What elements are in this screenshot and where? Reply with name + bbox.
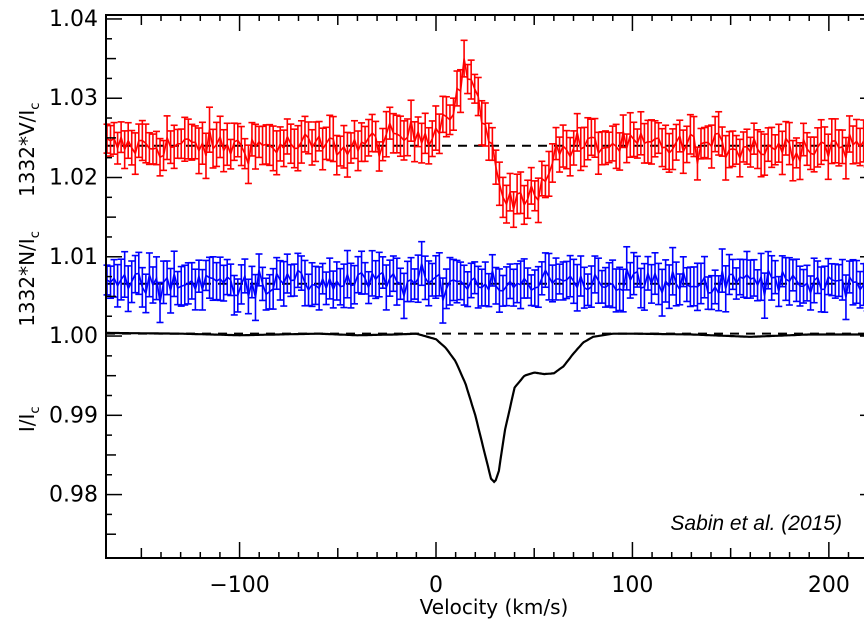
citation-annotation: Sabin et al. (2015) [670, 512, 842, 535]
x-tick-labels: −100 0 100 200 [209, 573, 850, 598]
y-tick-label: 0.98 [49, 483, 98, 508]
y-tick-labels: 0.98 0.99 1.00 1.01 1.02 1.03 1.04 [49, 7, 98, 508]
x-axis-label: Velocity (km/s) [420, 595, 569, 619]
series-stokes-v [103, 39, 864, 229]
x-tick-label: 100 [611, 573, 653, 598]
y-tick-label: 1.02 [49, 166, 98, 191]
axis-ticks [106, 15, 864, 558]
series-stokes-i [106, 331, 864, 484]
x-tick-label: −100 [209, 573, 269, 598]
stokes-i-line [106, 331, 864, 484]
y-tick-label: 1.01 [49, 245, 98, 270]
y-axis-label-1: 1332*N/Ic [15, 231, 43, 327]
x-tick-label: 200 [808, 573, 850, 598]
y-tick-label: 0.99 [49, 403, 98, 428]
x-tick-label: 0 [429, 573, 443, 598]
series-null-n [103, 240, 864, 324]
y-tick-label: 1.03 [49, 86, 98, 111]
y-axis-label-2: 1332*V/Ic [15, 103, 43, 197]
stokes-v-line [106, 58, 864, 210]
y-tick-label: 1.00 [49, 324, 98, 349]
null-n-line [106, 263, 864, 303]
y-tick-label: 1.04 [49, 7, 98, 32]
plot-frame [105, 14, 864, 559]
